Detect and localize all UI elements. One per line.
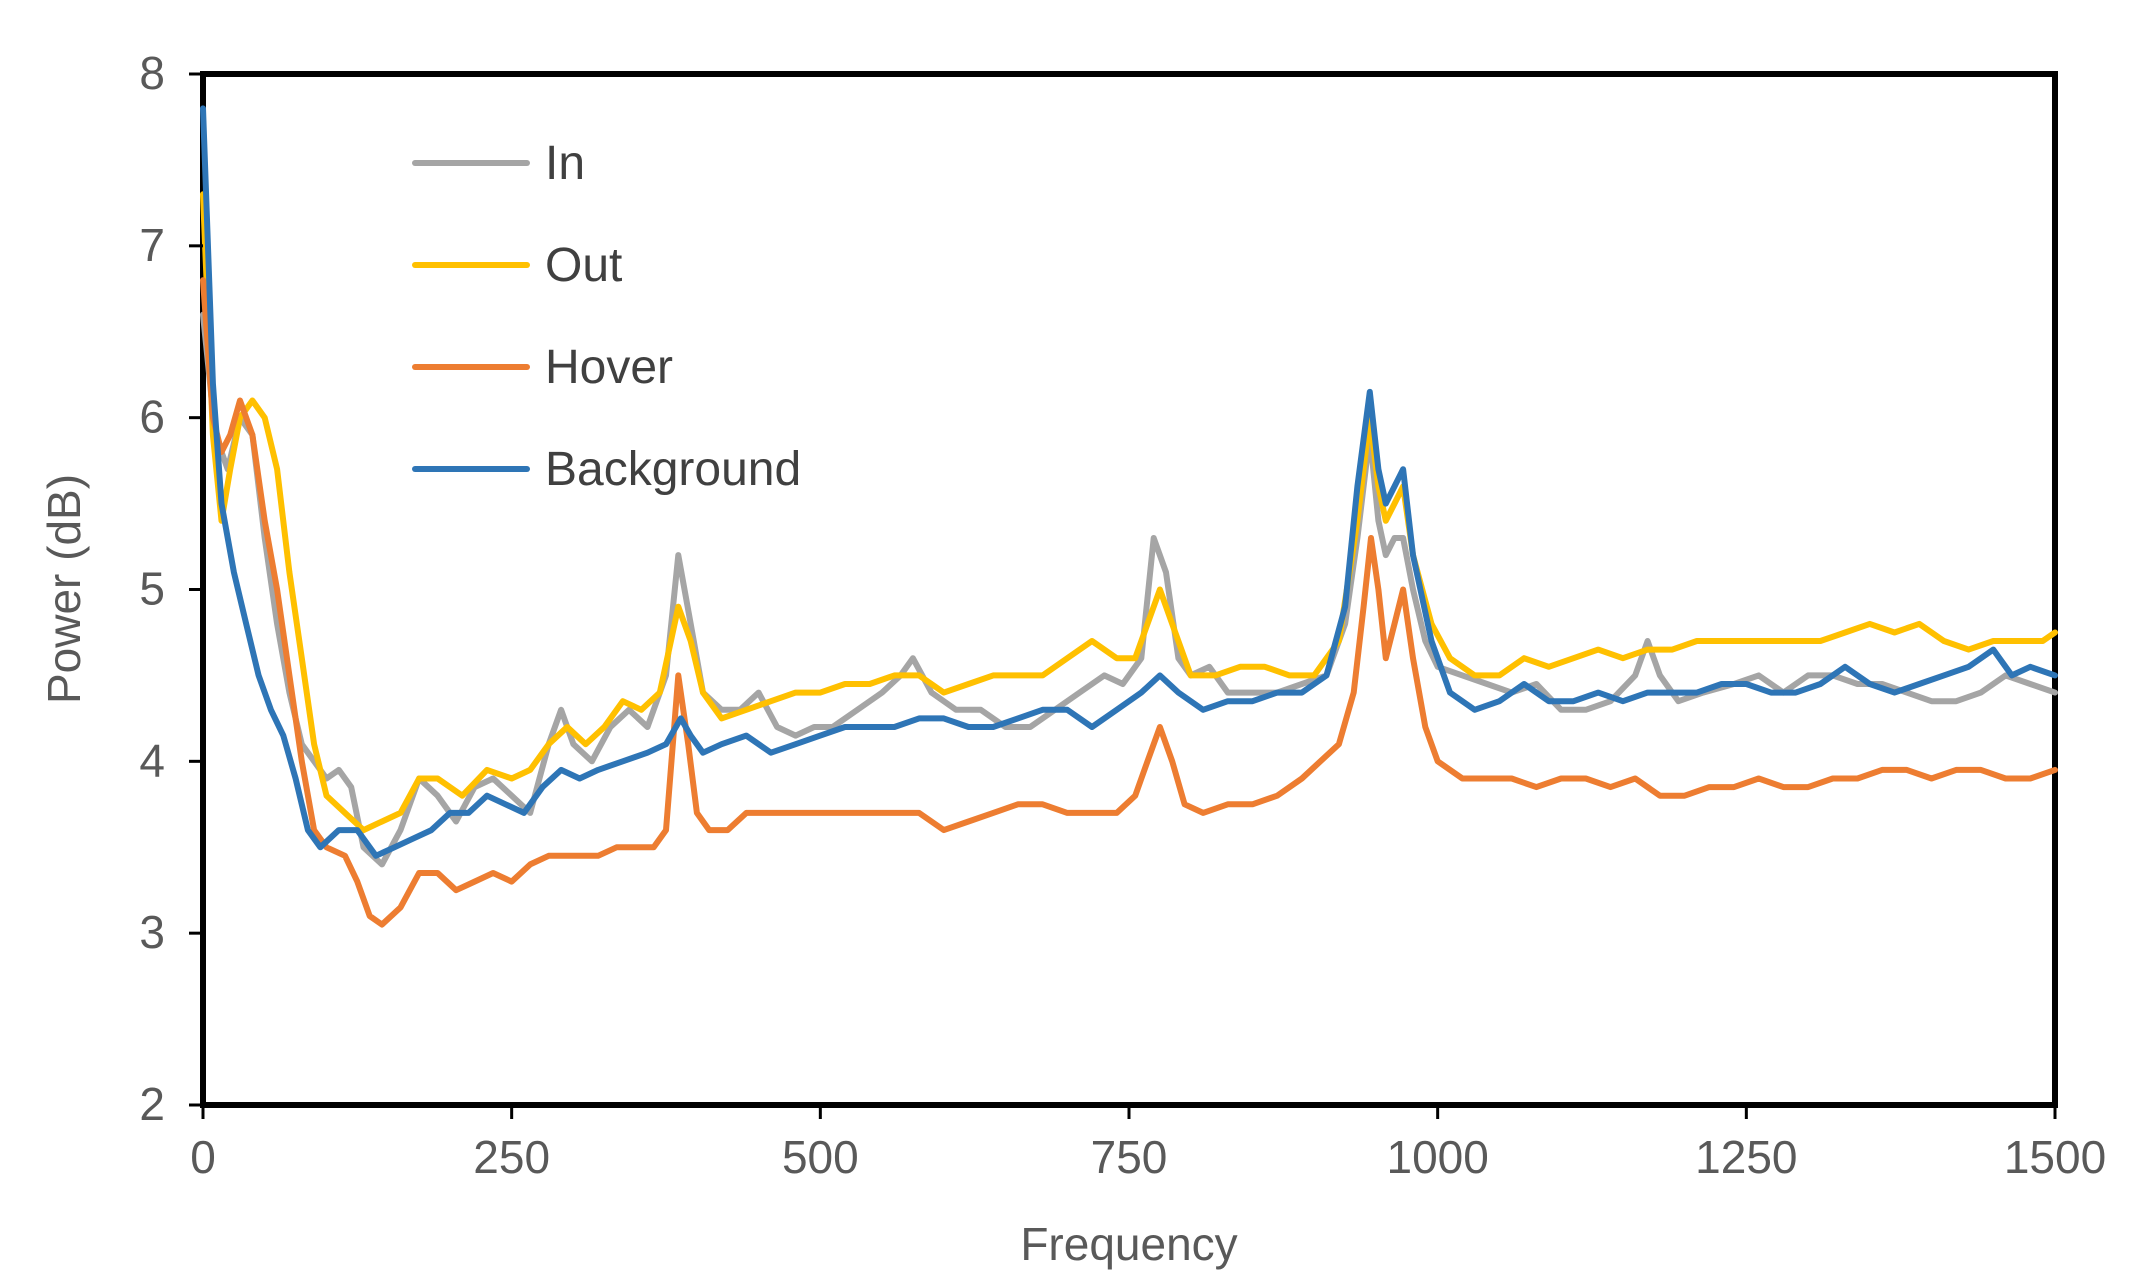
y-tick-label: 8 [139, 47, 165, 99]
y-axis-ticks: 2 3 4 5 6 7 8 [139, 47, 203, 1130]
y-tick-label: 7 [139, 219, 165, 271]
x-tick-label: 1250 [1695, 1131, 1797, 1183]
series-lines [200, 105, 2058, 928]
x-tick-label: 750 [1091, 1131, 1168, 1183]
y-tick-label: 5 [139, 563, 165, 615]
series-line-background [200, 105, 2058, 859]
x-tick-label: 1500 [2004, 1131, 2106, 1183]
y-tick-label: 6 [139, 391, 165, 443]
legend-label-hover: Hover [545, 341, 673, 394]
x-tick-label: 1000 [1386, 1131, 1488, 1183]
series-line-hover [200, 277, 2058, 928]
x-tick-label: 0 [190, 1131, 216, 1183]
x-axis-ticks: 0 250 500 750 1000 1250 1500 [190, 1105, 2106, 1183]
legend: In Out Hover Background [412, 137, 801, 496]
x-axis-title: Frequency [1020, 1218, 1237, 1270]
legend-label-background: Background [545, 443, 801, 496]
y-tick-label: 3 [139, 906, 165, 958]
series-line-out [200, 191, 2058, 834]
y-tick-label: 4 [139, 734, 165, 786]
legend-label-in: In [545, 137, 585, 190]
plot-area-frame [200, 71, 2058, 1108]
y-axis-title: Power (dB) [38, 474, 90, 704]
x-tick-label: 250 [473, 1131, 550, 1183]
x-tick-label: 500 [782, 1131, 859, 1183]
y-tick-label: 2 [139, 1078, 165, 1130]
legend-label-out: Out [545, 239, 622, 292]
